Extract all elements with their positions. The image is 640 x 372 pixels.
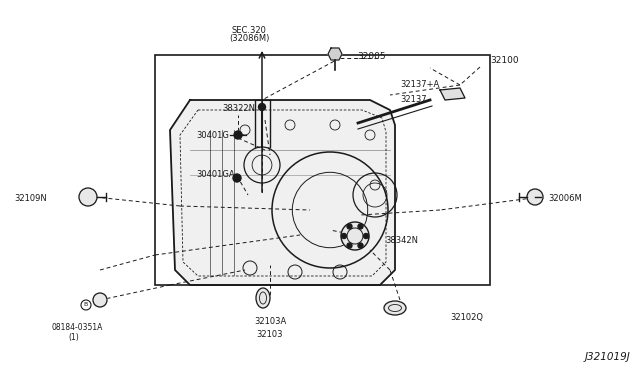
Circle shape	[233, 174, 241, 182]
Text: (32086M): (32086M)	[229, 34, 269, 43]
Text: 32006M: 32006M	[548, 194, 582, 203]
Text: 32100: 32100	[490, 56, 518, 65]
Text: 38342N: 38342N	[385, 236, 418, 245]
Text: 30401G: 30401G	[196, 131, 229, 140]
Ellipse shape	[256, 288, 270, 308]
Bar	[155, 55, 490, 285]
Text: 32005: 32005	[357, 52, 386, 61]
Text: 30401GA: 30401GA	[196, 170, 235, 179]
Text: 32109N: 32109N	[14, 194, 47, 203]
Circle shape	[527, 189, 543, 205]
Polygon shape	[170, 100, 395, 285]
Text: 32137: 32137	[400, 95, 427, 104]
Text: 32103: 32103	[257, 330, 284, 339]
Text: 32137+A: 32137+A	[400, 80, 439, 89]
Text: (1): (1)	[68, 333, 79, 342]
Text: 08184-0351A: 08184-0351A	[52, 323, 104, 332]
Circle shape	[364, 234, 369, 238]
Ellipse shape	[384, 301, 406, 315]
Circle shape	[341, 222, 369, 250]
Text: B: B	[84, 302, 88, 308]
Polygon shape	[328, 48, 342, 60]
Circle shape	[358, 243, 363, 248]
Circle shape	[234, 131, 242, 139]
Text: 38322N: 38322N	[222, 104, 255, 113]
Circle shape	[93, 293, 107, 307]
Circle shape	[358, 224, 363, 229]
Text: 32103A: 32103A	[254, 317, 286, 326]
Text: 32102Q: 32102Q	[450, 313, 483, 322]
Circle shape	[259, 103, 266, 110]
Text: SEC.320: SEC.320	[232, 26, 266, 35]
Circle shape	[79, 188, 97, 206]
Circle shape	[347, 224, 352, 229]
Circle shape	[347, 243, 352, 248]
Circle shape	[342, 234, 346, 238]
Polygon shape	[440, 88, 465, 100]
Text: J321019J: J321019J	[584, 352, 630, 362]
